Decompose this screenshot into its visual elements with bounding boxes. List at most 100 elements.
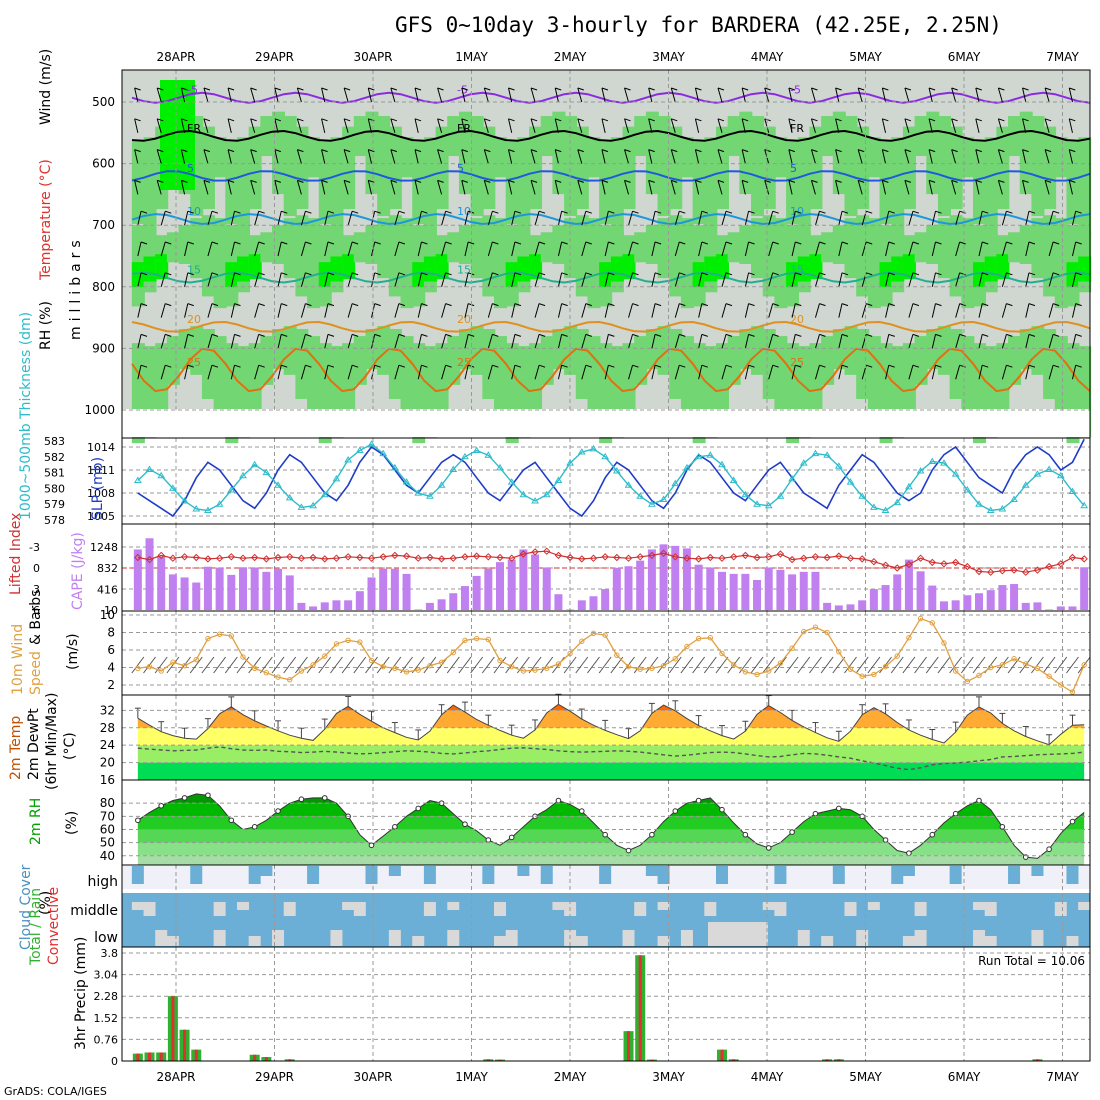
wind-barb xyxy=(931,365,936,380)
wind-barb xyxy=(885,272,890,287)
cloud-low-cell xyxy=(388,930,401,946)
wind-barb xyxy=(390,118,396,133)
rh-cell xyxy=(166,232,180,263)
rh-cell xyxy=(564,326,578,375)
wind-speed-marker xyxy=(882,663,889,670)
wind-barb xyxy=(1025,211,1030,226)
wind-barb-flag xyxy=(227,118,235,122)
wind-barb xyxy=(791,241,796,257)
wind-barb xyxy=(530,149,536,164)
lifted-marker xyxy=(694,555,703,563)
rh-cell xyxy=(178,225,192,264)
thickness-tick: 582 xyxy=(44,451,65,464)
wind-barb xyxy=(203,87,209,103)
wind-barb xyxy=(741,87,746,103)
wind10m-units: (m/s) xyxy=(65,633,81,670)
wind-barb xyxy=(464,241,469,257)
wind-barb-flag xyxy=(484,149,491,153)
wind-barb-flag xyxy=(187,272,194,276)
wind-barb-flag xyxy=(1075,333,1082,337)
wind-barb xyxy=(1071,272,1077,287)
wind-speed-marker xyxy=(672,656,678,662)
precip-total-label: Total / Rain xyxy=(28,888,44,966)
wind-barb xyxy=(814,241,820,257)
wind-barb-flag xyxy=(140,272,148,276)
cloud-low-cell xyxy=(1066,936,1079,946)
wind-barb xyxy=(390,87,396,103)
lifted-marker xyxy=(928,558,936,567)
wind-barb xyxy=(557,365,563,380)
wind-barb-flag xyxy=(1022,87,1029,91)
wind-barb-flag xyxy=(982,333,989,337)
cape-bar xyxy=(636,560,645,610)
wind-barb-flag xyxy=(632,303,639,307)
wind-barb-flag xyxy=(187,210,194,214)
temp-tick: 24 xyxy=(100,738,115,752)
cloud-mid-cell xyxy=(657,902,670,910)
wind-barb xyxy=(487,241,493,257)
wind-barb-flag xyxy=(374,364,381,368)
cloud-row-low: low xyxy=(94,930,118,946)
wind-barb xyxy=(508,87,513,103)
wind-barb-flag xyxy=(679,241,686,245)
lifted-label: Lifted Index xyxy=(8,513,24,595)
rh-marker xyxy=(906,850,912,856)
wind-barb xyxy=(534,365,540,380)
wind-barb-flag xyxy=(695,87,702,91)
wind-barb-flag xyxy=(140,210,148,214)
rh-cell xyxy=(844,116,858,217)
contour-label: 15 xyxy=(457,264,471,277)
surface-wind-barb xyxy=(762,656,776,674)
wind-barb-flag xyxy=(624,118,631,122)
wind-barb-flag xyxy=(1052,364,1060,368)
rh-marker xyxy=(649,831,655,838)
wind-barb-flag xyxy=(227,87,235,91)
wind-barb-flag xyxy=(679,303,686,307)
thickness-marker xyxy=(1045,465,1053,472)
wind-barb xyxy=(838,303,843,318)
wind10m-label-b: Speed xyxy=(28,651,44,695)
wind-barb-flag xyxy=(795,241,802,245)
wind-barb-flag xyxy=(998,87,1005,91)
surface-wind-barb xyxy=(563,656,577,674)
wind-barb-flag xyxy=(258,272,265,276)
wind-barb-flag xyxy=(1052,272,1060,276)
wind-barb-flag xyxy=(258,241,265,245)
wind-barb-flag xyxy=(234,364,241,368)
wind-barb xyxy=(648,180,653,195)
rh-marker xyxy=(298,796,305,803)
rh-cell xyxy=(470,116,484,217)
rh-cell xyxy=(821,232,835,263)
precip-convective-bar xyxy=(720,1049,724,1061)
wind-barb-flag xyxy=(181,87,188,91)
wind-barb xyxy=(744,272,750,287)
wind-barb-flag xyxy=(928,118,936,122)
wind-barb-flag xyxy=(811,118,818,122)
wind-barb xyxy=(577,149,583,164)
wind-speed-marker xyxy=(1046,673,1052,679)
thickness-marker xyxy=(390,463,399,471)
lifted-marker xyxy=(753,553,761,562)
wind-barb xyxy=(483,180,489,195)
wind-barb-flag xyxy=(211,364,219,368)
rh-cell xyxy=(727,232,741,263)
lifted-marker xyxy=(379,553,387,561)
wind-barb-flag xyxy=(608,210,615,214)
cape-bar xyxy=(472,575,481,610)
wind-barb-flag xyxy=(390,179,398,183)
wind-barb xyxy=(464,303,469,318)
lifted-marker xyxy=(951,558,960,567)
wind-barb-flag xyxy=(351,241,359,245)
rh-marker xyxy=(205,792,211,799)
cape-bar xyxy=(320,602,329,610)
rh-band xyxy=(137,803,1085,817)
surface-wind-barb xyxy=(703,656,717,674)
rh-cell xyxy=(751,116,765,217)
wind-barb-flag xyxy=(508,179,515,183)
wind-barb-flag xyxy=(1006,241,1013,245)
precip-convective-bar xyxy=(183,1029,187,1061)
wind-barb xyxy=(557,241,563,257)
cape-bar xyxy=(893,574,902,610)
rh-cell xyxy=(774,336,788,428)
wind-barb-flag xyxy=(227,149,235,153)
